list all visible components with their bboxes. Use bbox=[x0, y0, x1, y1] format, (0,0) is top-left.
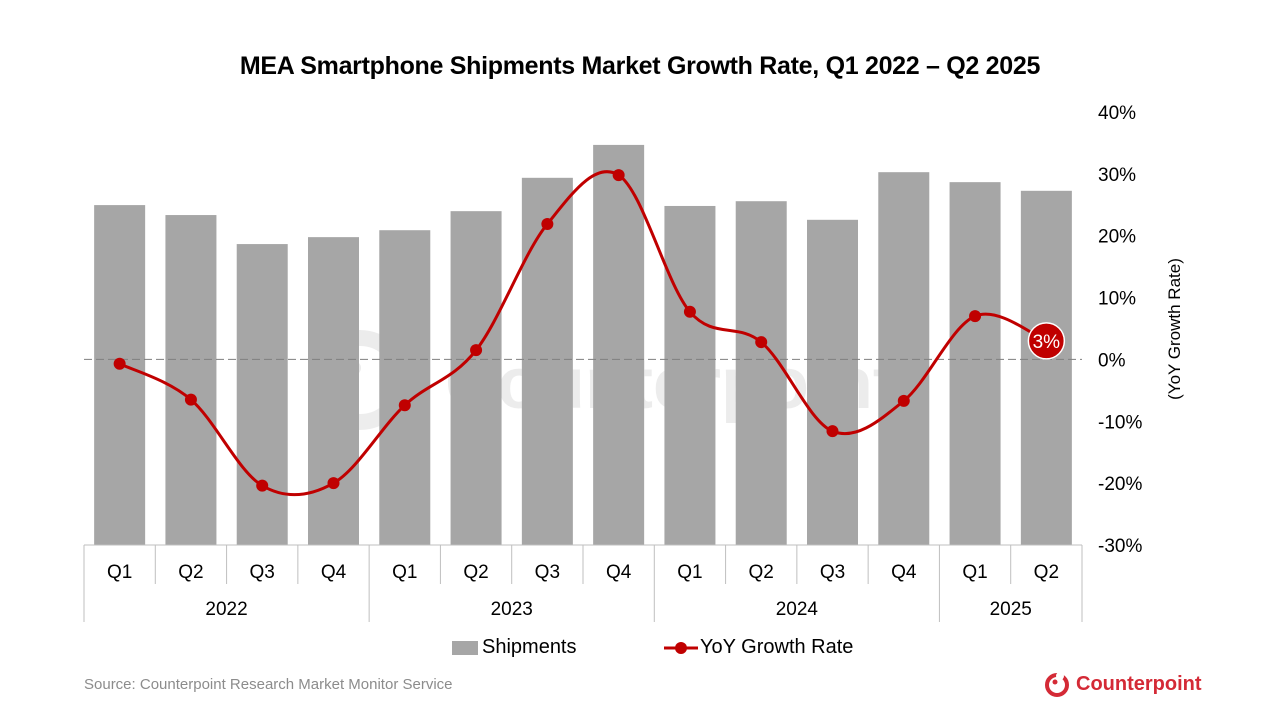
counterpoint-logo-icon bbox=[1045, 672, 1069, 697]
source-note: Source: Counterpoint Research Market Mon… bbox=[84, 676, 453, 693]
point-yoy-growth bbox=[398, 399, 411, 412]
point-yoy-growth bbox=[683, 305, 696, 318]
y2-tick-label: 30% bbox=[1098, 165, 1136, 186]
point-yoy-growth bbox=[541, 217, 554, 230]
x-tick-label: Q1 bbox=[677, 562, 702, 583]
bar-shipments bbox=[94, 205, 146, 545]
point-yoy-growth bbox=[612, 169, 625, 182]
x-tick-label: Q3 bbox=[250, 562, 275, 583]
bar-shipments bbox=[236, 244, 288, 545]
x-group-label: 2024 bbox=[776, 599, 819, 620]
legend-swatch-growth bbox=[664, 641, 698, 654]
bar-shipments bbox=[664, 205, 716, 545]
point-yoy-growth bbox=[755, 336, 768, 349]
bar-shipments bbox=[165, 215, 217, 545]
y2-tick-label: -20% bbox=[1098, 474, 1142, 495]
legend-item-shipments: Shipments bbox=[452, 636, 577, 659]
x-group-label: 2023 bbox=[491, 599, 533, 620]
point-yoy-growth bbox=[826, 425, 839, 438]
point-yoy-growth bbox=[327, 477, 340, 490]
x-tick-label: Q1 bbox=[962, 562, 987, 583]
x-tick-label: Q2 bbox=[749, 562, 774, 583]
point-yoy-growth bbox=[897, 394, 910, 407]
point-yoy-growth bbox=[184, 393, 197, 406]
x-tick-label: Q2 bbox=[178, 562, 203, 583]
x-group-label: 2025 bbox=[990, 599, 1032, 620]
y2-tick-label: 40% bbox=[1098, 103, 1136, 124]
x-tick-label: Q1 bbox=[107, 562, 132, 583]
chart-title: MEA Smartphone Shipments Market Growth R… bbox=[239, 52, 1041, 80]
x-tick-label: Q1 bbox=[392, 562, 417, 583]
point-yoy-growth bbox=[256, 479, 269, 492]
bar-shipments bbox=[308, 237, 359, 545]
bar-shipments bbox=[521, 177, 573, 546]
x-tick-label: Q4 bbox=[321, 562, 347, 583]
y2-tick-label: 10% bbox=[1098, 289, 1136, 310]
x-tick-label: Q2 bbox=[463, 562, 488, 583]
x-tick-label: Q4 bbox=[891, 562, 917, 583]
y2-tick-label: -10% bbox=[1098, 412, 1142, 433]
counterpoint-logo-text: Counterpoint bbox=[1076, 672, 1202, 695]
y2-tick-label: -30% bbox=[1098, 536, 1142, 557]
annotation-badge bbox=[1027, 322, 1066, 360]
line-yoy-growth bbox=[118, 170, 1047, 497]
point-yoy-growth bbox=[969, 310, 982, 323]
bar-shipments bbox=[593, 144, 645, 545]
legend-swatch-shipments bbox=[452, 640, 478, 655]
legend-label-shipments: Shipments bbox=[482, 636, 577, 658]
x-tick-label: Q2 bbox=[1034, 562, 1059, 583]
x-tick-label: Q3 bbox=[535, 562, 560, 583]
bar-shipments bbox=[379, 230, 431, 546]
annotation-label: 3% bbox=[1033, 332, 1061, 353]
point-yoy-growth bbox=[470, 344, 483, 357]
bar-shipments bbox=[735, 201, 787, 545]
x-tick-label: Q3 bbox=[820, 562, 845, 583]
point-yoy-growth bbox=[113, 357, 126, 370]
bar-shipments bbox=[1020, 190, 1072, 545]
x-tick-label: Q4 bbox=[606, 562, 632, 583]
legend-item-growth: YoY Growth Rate bbox=[664, 636, 853, 659]
y2-tick-label: 20% bbox=[1098, 227, 1136, 248]
bar-shipments bbox=[450, 211, 502, 546]
legend-label-growth: YoY Growth Rate bbox=[700, 636, 854, 658]
bar-shipments bbox=[807, 219, 858, 545]
y2-tick-label: 0% bbox=[1098, 350, 1126, 371]
bar-shipments bbox=[878, 172, 930, 545]
x-group-label: 2022 bbox=[205, 599, 247, 620]
bar-shipments bbox=[949, 182, 1001, 545]
y2-axis-title: (YoY Growth Rate) bbox=[1165, 258, 1184, 400]
counterpoint-logo: Counterpoint bbox=[1044, 670, 1202, 698]
